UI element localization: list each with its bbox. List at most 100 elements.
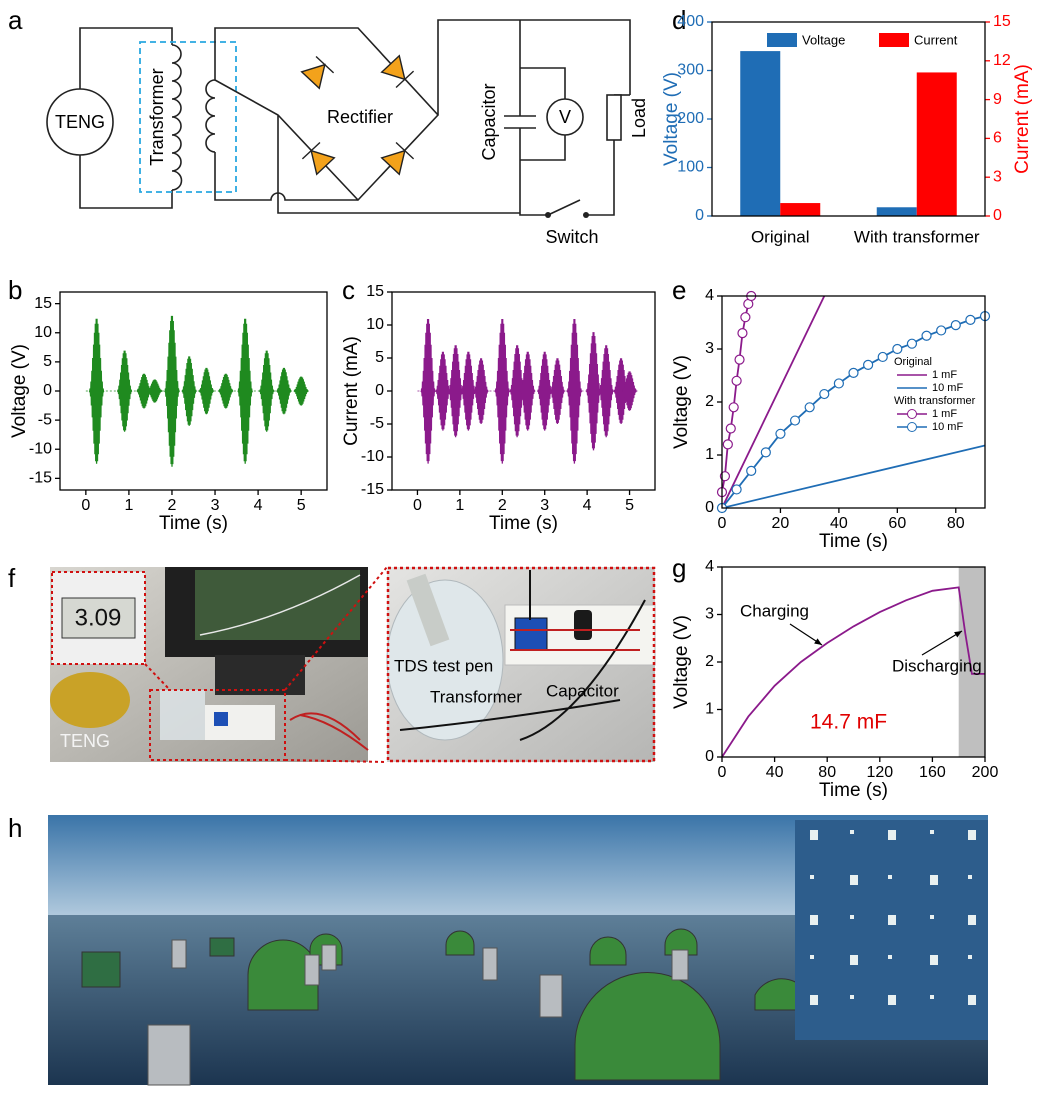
- burst: [566, 318, 583, 464]
- panel-label: e: [672, 275, 686, 305]
- legend-label: Current: [914, 32, 958, 47]
- marker: [789, 415, 801, 426]
- circuit-label: TENG: [55, 112, 105, 132]
- legend-marker: [907, 422, 917, 432]
- y2-tick-label: 12: [993, 52, 1011, 69]
- circuit-label: Transformer: [147, 68, 167, 165]
- y-tick-label: 2: [705, 653, 714, 670]
- y-tick-label: 400: [677, 13, 704, 30]
- burst: [218, 373, 234, 409]
- zoom-line: [144, 566, 388, 763]
- arrow-head: [954, 631, 962, 638]
- x-tick-label: 40: [766, 764, 784, 781]
- marker: [722, 439, 733, 450]
- photo-setup: TENG 3.09: [50, 566, 388, 763]
- burst: [520, 351, 536, 431]
- screen-curve: [199, 574, 361, 636]
- secondary-coil: [205, 79, 216, 153]
- y-tick-label: 15: [34, 295, 52, 312]
- wire: [214, 19, 631, 216]
- marker: [936, 325, 947, 336]
- y2-tick-label: 3: [993, 168, 1002, 185]
- circuit-label: V: [559, 107, 571, 127]
- circuit-label: Switch: [545, 227, 598, 247]
- burst: [181, 356, 197, 426]
- y2-tick-label: 6: [993, 130, 1002, 147]
- wire: [79, 27, 173, 209]
- y-tick-label: -15: [361, 481, 384, 498]
- burst: [147, 379, 163, 403]
- buoy: [171, 939, 187, 969]
- x-tick-label: 1: [455, 497, 464, 514]
- diode: [380, 141, 415, 176]
- x-tick-label: 80: [818, 764, 836, 781]
- marker: [819, 388, 830, 400]
- panel-label: a: [8, 5, 23, 35]
- burst: [447, 345, 464, 438]
- plot-frame: [711, 21, 986, 217]
- burst: [537, 351, 553, 431]
- array-units: [810, 830, 976, 1005]
- y-axis-label: Current (mA): [341, 336, 362, 446]
- burst: [293, 376, 309, 406]
- diodes: [300, 54, 415, 176]
- burst: [460, 351, 476, 431]
- marker: [725, 423, 736, 434]
- marker: [921, 330, 932, 341]
- y-tick-label: 4: [705, 287, 714, 304]
- burst: [509, 345, 525, 438]
- bar: [780, 203, 821, 216]
- voltmeter: [546, 98, 584, 136]
- panel-label: c: [342, 275, 355, 305]
- x-tick-label: 2: [498, 497, 507, 514]
- marker: [760, 447, 771, 458]
- marker: [892, 343, 903, 355]
- burst: [198, 367, 214, 415]
- burst: [88, 318, 105, 464]
- panel-label: b: [8, 275, 22, 305]
- plot-frame: [721, 295, 986, 509]
- panel-label: d: [672, 5, 686, 35]
- monitor-screen: [195, 570, 360, 640]
- switch-contact: [583, 212, 589, 218]
- devices: [81, 928, 801, 1081]
- buoy: [539, 974, 563, 1018]
- annotation: 14.7 mF: [810, 711, 887, 734]
- panel-label: f: [8, 563, 16, 593]
- y-tick-label: 200: [677, 110, 704, 127]
- x-tick-label: 4: [254, 497, 263, 514]
- y-tick-label: -10: [361, 448, 384, 465]
- x-tick-label: With transformer: [854, 227, 980, 246]
- capacitor-part: [574, 610, 592, 640]
- legend-swatch: [879, 33, 909, 47]
- transformer-part: [214, 712, 228, 726]
- shaded-region: [958, 567, 985, 757]
- y-tick-label: 2: [705, 393, 714, 410]
- legend-group-title: Original: [894, 356, 932, 368]
- x-axis-label: Time (s): [159, 513, 228, 534]
- marker: [804, 402, 815, 413]
- x-tick-label: 0: [81, 497, 90, 514]
- y-tick-label: 10: [366, 316, 384, 333]
- x-tick-label: 1: [124, 497, 133, 514]
- x-tick-label: 120: [866, 764, 893, 781]
- y-tick-label: 0: [43, 382, 52, 399]
- capacitor-symbol: [504, 115, 536, 129]
- x-tick-label: 60: [888, 515, 906, 532]
- y-axis-label: Voltage (V): [661, 72, 682, 166]
- x-tick-label: 5: [297, 497, 306, 514]
- monitor-stand: [215, 655, 305, 695]
- y-tick-label: 5: [375, 349, 384, 366]
- x-tick-label: 80: [947, 515, 965, 532]
- marker: [848, 367, 859, 378]
- burst: [494, 318, 511, 464]
- x-tick-label: 160: [919, 764, 946, 781]
- marker: [737, 328, 748, 339]
- legend-label: Voltage: [802, 32, 845, 47]
- y-tick-label: 4: [705, 558, 714, 575]
- marker: [740, 312, 751, 323]
- y-tick-label: 3: [705, 340, 714, 357]
- burst: [473, 358, 489, 425]
- y-axis-label: Voltage (V): [9, 344, 30, 438]
- plot-frame: [721, 566, 986, 758]
